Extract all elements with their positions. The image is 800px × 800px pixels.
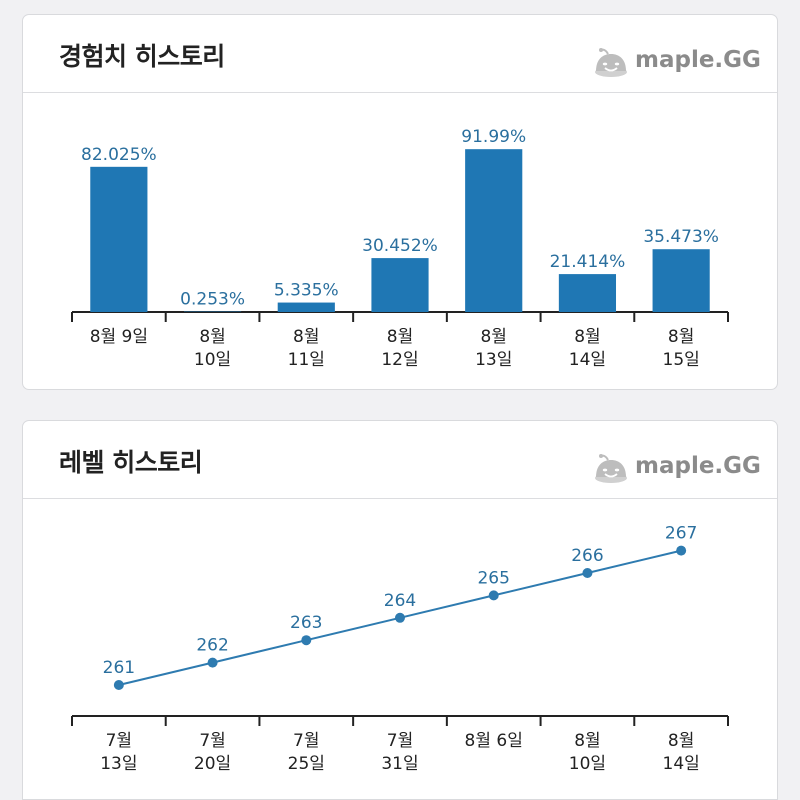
x-tick-label: 11일 bbox=[288, 350, 325, 370]
x-tick-label: 20일 bbox=[194, 754, 231, 774]
x-tick-label: 13일 bbox=[475, 350, 512, 370]
maplegg-logo-text: maple.GG bbox=[635, 453, 761, 479]
bar-data-label: 91.99% bbox=[461, 127, 526, 147]
x-tick-label: 8월 bbox=[574, 327, 600, 347]
exp-bar-chart: 8월 9일 8월 10일 8월 11일 8월 12일 8월 13일 8월 14일 8월 15일 82.02… bbox=[71, 127, 729, 370]
x-tick-label: 10일 bbox=[569, 754, 606, 774]
slime-icon bbox=[595, 454, 627, 483]
x-tick-label: 8월 bbox=[668, 731, 694, 751]
data-point bbox=[488, 590, 499, 601]
maplegg-logo[interactable]: maple.GG bbox=[591, 451, 761, 485]
x-tick-label: 7월 bbox=[293, 731, 319, 751]
x-tick-label: 8월 bbox=[293, 327, 319, 347]
x-tick-label: 8월 6일 bbox=[465, 731, 523, 751]
x-tick-label: 8월 bbox=[199, 327, 225, 347]
bar bbox=[371, 258, 429, 312]
data-point bbox=[113, 680, 124, 690]
x-tick-label: 8월 bbox=[574, 731, 600, 751]
maplegg-logo-text: maple.GG bbox=[635, 47, 761, 73]
x-tick-label: 14일 bbox=[569, 350, 606, 370]
exp-history-title: 경험치 히스토리 bbox=[59, 42, 225, 71]
bar-data-label: 30.452% bbox=[362, 236, 438, 256]
x-tick-label: 13일 bbox=[100, 754, 137, 774]
bar bbox=[652, 249, 710, 312]
bar-data-label: 21.414% bbox=[550, 252, 626, 272]
point-data-label: 265 bbox=[477, 568, 509, 588]
exp-history-header: 경험치 히스토리 maple.GG bbox=[23, 15, 777, 93]
level-history-title: 레벨 히스토리 bbox=[59, 448, 203, 477]
level-line-chart: 7월 13일 7월 20일 7월 25일 7월 31일 8월 6일 8월 10일 8월 14일 261 26… bbox=[71, 524, 729, 774]
exp-chart-area: 8월 9일 8월 10일 8월 11일 8월 12일 8월 13일 8월 14일 8월 15일 82.02… bbox=[23, 93, 777, 389]
x-tick-label: 10일 bbox=[194, 350, 231, 370]
bar bbox=[277, 302, 335, 312]
point-data-label: 262 bbox=[196, 636, 228, 656]
point-data-label: 263 bbox=[290, 613, 322, 633]
point-data-label: 261 bbox=[103, 658, 135, 678]
level-history-header: 레벨 히스토리 maple.GG bbox=[23, 421, 777, 499]
data-point bbox=[676, 545, 687, 556]
bar bbox=[90, 166, 148, 312]
data-point bbox=[301, 635, 312, 646]
point-data-label: 264 bbox=[384, 591, 416, 611]
x-tick-label: 12일 bbox=[381, 350, 418, 370]
level-history-card: 레벨 히스토리 maple.GG 7월 13일 7월 20일 7월 25일 7월 31일 8월 … bbox=[22, 420, 778, 800]
x-tick-label: 8월 bbox=[480, 327, 506, 347]
data-point bbox=[207, 657, 218, 668]
bar-data-label: 35.473% bbox=[643, 227, 719, 247]
data-point bbox=[582, 568, 593, 578]
bar bbox=[558, 274, 617, 312]
exp-history-card: 경험치 히스토리 maple.GG 8월 9일 8월 10일 8월 11일 8월 12일 8월… bbox=[22, 14, 778, 390]
point-data-label: 267 bbox=[665, 524, 697, 544]
bar-data-label: 0.253% bbox=[180, 290, 245, 310]
bar-data-label: 5.335% bbox=[274, 281, 339, 301]
data-point bbox=[395, 612, 405, 623]
maplegg-logo[interactable]: maple.GG bbox=[591, 45, 761, 79]
x-tick-label: 31일 bbox=[381, 754, 418, 774]
x-tick-label: 25일 bbox=[288, 754, 325, 774]
bar bbox=[465, 149, 523, 312]
point-data-label: 266 bbox=[571, 546, 603, 566]
level-chart-area: 7월 13일 7월 20일 7월 25일 7월 31일 8월 6일 8월 10일 8월 14일 261 26… bbox=[23, 499, 777, 799]
bar-data-label: 82.025% bbox=[81, 145, 157, 165]
x-tick-label: 8월 bbox=[668, 327, 694, 347]
x-tick-label: 15일 bbox=[663, 350, 700, 370]
x-tick-label: 7월 bbox=[106, 731, 132, 751]
x-tick-label: 7월 bbox=[199, 731, 225, 751]
x-tick-label: 8월 9일 bbox=[90, 327, 148, 347]
x-tick-label: 8월 bbox=[387, 327, 413, 347]
slime-icon bbox=[595, 48, 627, 77]
x-tick-label: 7월 bbox=[387, 731, 413, 751]
x-tick-label: 14일 bbox=[663, 754, 700, 774]
